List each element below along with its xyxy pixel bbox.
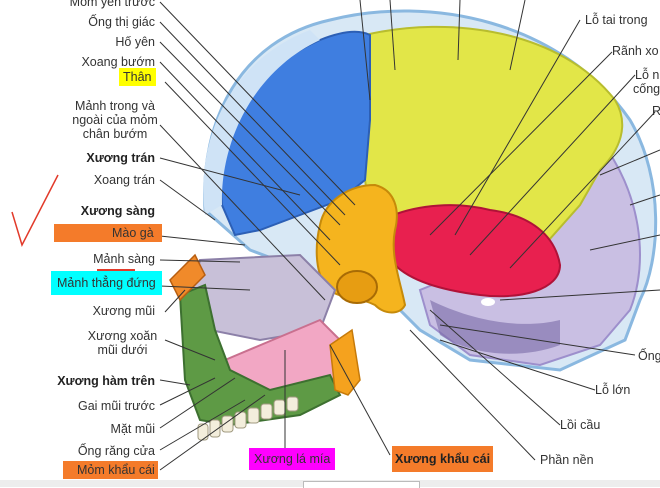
mom-khau-cai-highlight: Mỏm khẩu cái (63, 461, 158, 479)
label-mao-ga: Mào gà (54, 224, 162, 242)
teeth (197, 396, 299, 441)
label-mom-yen-truoc: Mỏm yên trước (69, 0, 155, 9)
label-line-2: mũi dưới (97, 343, 148, 357)
label-line-3: chân bướm (82, 127, 148, 141)
than-highlight: Thân (119, 68, 156, 86)
label-xuong-sang: Xương sàng (80, 204, 155, 218)
label-xuong-tran: Xương trán (86, 151, 155, 165)
label-xuong-mui: Xương mũi (92, 304, 155, 318)
bottom-tab-handle[interactable] (303, 481, 420, 488)
label-ong-thi-giac: Ống thị giác (88, 15, 155, 29)
label-xoang-tran: Xoang trán (93, 173, 155, 187)
internal-acoustic-meatus (481, 298, 495, 306)
label-manh-sang: Mảnh sàng (93, 252, 155, 266)
label-xoang-buom: Xoang bướm (81, 55, 155, 69)
label-xuong-la-mia: Xương lá mía (249, 448, 336, 470)
leader-lines (159, 0, 660, 471)
palatine-bone (329, 328, 361, 396)
label-r: R (652, 104, 660, 118)
label-manh-thang-dung: Mảnh thẳng đứng (51, 271, 162, 295)
sphenoid-sinus (336, 270, 378, 304)
parietal-bone (358, 25, 624, 262)
label-phan-nen: Phần nền (540, 453, 594, 467)
label-loi-cau: Lồi cầu (560, 418, 601, 432)
label-lo-lon: Lỗ lớn (595, 383, 631, 397)
label-xuong-xoan: Xương xoăn mũi dưới (85, 329, 160, 357)
label-lo-n: Lỗ n (635, 68, 660, 82)
label-gai-mui-truoc: Gai mũi trước (78, 399, 155, 413)
label-line-1: Xương xoăn (87, 329, 158, 343)
label-ong: Ống (638, 349, 660, 363)
manh-thang-dung-highlight: Mảnh thẳng đứng (51, 271, 162, 295)
label-cong: cống (633, 82, 660, 96)
nasal-bone (169, 253, 206, 302)
foramen-magnum (430, 300, 560, 354)
label-than: Thân (119, 68, 156, 86)
label-ho-yen: Hố yên (115, 35, 155, 49)
temporal-bone (363, 204, 562, 298)
label-ranh-xo: Rãnh xo (612, 44, 659, 58)
label-xuong-khau-cai: Xương khẩu cái (392, 446, 494, 472)
check-mark (11, 174, 59, 247)
label-line-1: Mảnh trong và (75, 99, 155, 113)
label-mom-khau-cai: Mỏm khẩu cái (63, 461, 158, 479)
label-mat-mui: Mặt mũi (110, 422, 155, 436)
xuong-la-mia-highlight: Xương lá mía (249, 448, 336, 470)
mao-ga-highlight: Mào gà (54, 224, 162, 242)
label-xuong-ham-tren: Xương hàm trên (57, 374, 155, 388)
label-lo-tai-trong: Lỗ tai trong (585, 13, 648, 27)
xuong-khau-cai-highlight: Xương khẩu cái (392, 446, 494, 472)
label-manh-trong-ngoai: Mảnh trong và ngoài của mỏm chân bướm (70, 99, 160, 141)
label-ong-rang-cua: Ống răng cửa (77, 444, 155, 458)
label-line-2: ngoài của mỏm (72, 113, 158, 127)
frontal-rim (203, 30, 320, 215)
